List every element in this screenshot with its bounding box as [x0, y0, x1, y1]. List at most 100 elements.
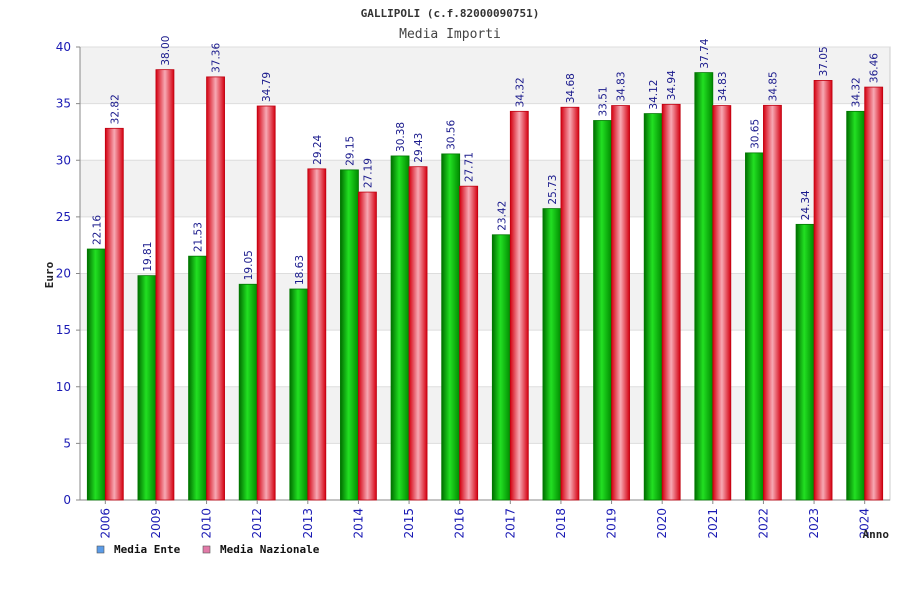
value-label-media-nazionale-2021: 34.83 — [717, 71, 729, 101]
value-label-media-ente-2021: 37.74 — [699, 38, 711, 68]
bar-media-nazionale-2018 — [560, 106, 580, 501]
value-label-media-ente-2018: 25.73 — [547, 175, 559, 205]
value-label-media-nazionale-2012: 34.79 — [261, 72, 273, 102]
legend-swatch-media-nazionale — [202, 545, 211, 554]
value-label-media-nazionale-2016: 27.71 — [464, 152, 476, 182]
value-label-media-nazionale-2009: 38.00 — [160, 36, 172, 66]
y-axis-title: Euro — [43, 261, 56, 288]
legend-swatch-media-ente — [96, 545, 105, 554]
value-label-media-ente-2015: 30.38 — [395, 122, 407, 152]
legend-label-media-ente: Media Ente — [114, 543, 181, 556]
y-tick-label: 15 — [56, 323, 71, 337]
value-label-media-nazionale-2019: 34.83 — [616, 71, 628, 101]
value-label-media-nazionale-2006: 32.82 — [109, 94, 121, 124]
bar-media-ente-2023 — [795, 223, 815, 501]
bar-media-ente-2019 — [593, 120, 612, 501]
x-tick-label-2023: 2023 — [807, 508, 821, 539]
x-tick-label-2006: 2006 — [98, 508, 112, 539]
bar-media-nazionale-2021 — [712, 105, 732, 501]
value-label-media-ente-2023: 24.34 — [800, 190, 812, 220]
value-label-media-ente-2020: 34.12 — [648, 80, 660, 110]
chart-title: GALLIPOLI (c.f.82000090751) — [361, 7, 540, 20]
bar-media-nazionale-2009 — [155, 69, 175, 501]
bar-media-nazionale-2016 — [459, 185, 479, 501]
chart-subtitle: Media Importi — [399, 27, 501, 42]
bar-media-nazionale-2017 — [509, 110, 529, 501]
bar-media-nazionale-2015 — [408, 166, 428, 501]
bar-media-ente-2006 — [86, 248, 106, 501]
y-tick-label: 40 — [56, 40, 71, 54]
x-tick-label-2012: 2012 — [250, 508, 264, 539]
y-tick-label: 25 — [56, 210, 71, 224]
bar-media-ente-2017 — [491, 234, 511, 501]
bar-media-ente-2015 — [390, 155, 410, 501]
x-tick-label-2010: 2010 — [200, 508, 214, 539]
x-tick-label-2009: 2009 — [149, 508, 163, 539]
legend: Media Ente Media Nazionale — [96, 543, 320, 556]
bar-media-nazionale-2023 — [813, 80, 833, 501]
value-label-media-nazionale-2013: 29.24 — [312, 134, 324, 164]
bar-media-ente-2022 — [745, 152, 764, 501]
y-tick-label: 20 — [56, 267, 71, 281]
bar-media-nazionale-2006 — [104, 127, 124, 501]
value-label-media-ente-2016: 30.56 — [446, 120, 458, 150]
value-label-media-nazionale-2022: 34.85 — [767, 71, 779, 101]
value-label-media-nazionale-2010: 37.36 — [211, 43, 223, 73]
y-tick-label: 0 — [63, 493, 71, 507]
y-tick-label: 10 — [56, 380, 71, 394]
value-label-media-ente-2009: 19.81 — [142, 242, 154, 272]
bar-media-nazionale-2012 — [256, 105, 276, 501]
bar-media-ente-2013 — [289, 288, 309, 501]
x-axis-title: Anno — [863, 528, 890, 541]
x-tick-label-2014: 2014 — [351, 508, 365, 539]
value-label-media-ente-2014: 29.15 — [344, 136, 356, 166]
bar-media-ente-2021 — [694, 72, 714, 501]
value-label-media-nazionale-2014: 27.19 — [362, 158, 374, 188]
bar-media-nazionale-2024 — [864, 86, 884, 501]
value-label-media-ente-2017: 23.42 — [496, 201, 508, 231]
bar-media-nazionale-2022 — [763, 104, 782, 501]
value-label-media-ente-2006: 22.16 — [91, 215, 103, 245]
y-axis-ticks: 0 5 10 15 20 25 30 35 40 — [56, 40, 71, 507]
y-tick-label: 35 — [56, 97, 71, 111]
x-tick-label-2022: 2022 — [756, 508, 770, 539]
bar-media-nazionale-2010 — [206, 76, 225, 501]
value-label-media-ente-2024: 34.32 — [851, 77, 863, 107]
bar-media-ente-2010 — [188, 255, 207, 501]
bar-media-nazionale-2020 — [661, 103, 681, 501]
value-label-media-ente-2012: 19.05 — [243, 250, 255, 280]
bar-media-ente-2018 — [542, 208, 562, 501]
bar-media-ente-2014 — [340, 169, 359, 501]
bar-media-nazionale-2019 — [611, 105, 630, 501]
legend-label-media-nazionale: Media Nazionale — [220, 543, 320, 556]
y-tick-label: 30 — [56, 153, 71, 167]
bar-media-nazionale-2013 — [307, 168, 327, 501]
x-tick-label-2016: 2016 — [453, 508, 467, 539]
bar-media-ente-2012 — [238, 283, 258, 501]
y-tick-label: 5 — [63, 436, 71, 450]
value-label-media-ente-2022: 30.65 — [749, 119, 761, 149]
value-label-media-ente-2010: 21.53 — [193, 222, 205, 252]
x-tick-label-2021: 2021 — [706, 508, 720, 539]
value-label-media-nazionale-2017: 34.32 — [514, 77, 526, 107]
bar-media-nazionale-2014 — [358, 191, 377, 501]
value-label-media-nazionale-2018: 34.68 — [565, 73, 577, 103]
value-label-media-nazionale-2020: 34.94 — [666, 70, 678, 100]
value-label-media-nazionale-2024: 36.46 — [869, 53, 881, 83]
bars — [86, 69, 884, 501]
x-tick-label-2019: 2019 — [605, 508, 619, 539]
bar-media-ente-2020 — [643, 113, 663, 501]
x-tick-label-2020: 2020 — [655, 508, 669, 539]
x-tick-label-2024: 2024 — [858, 508, 872, 539]
bar-media-ente-2016 — [441, 153, 461, 501]
x-tick-label-2015: 2015 — [402, 508, 416, 539]
value-label-media-ente-2019: 33.51 — [598, 86, 610, 116]
value-label-media-nazionale-2023: 37.05 — [818, 46, 830, 76]
x-tick-label-2017: 2017 — [503, 508, 517, 539]
value-label-media-ente-2013: 18.63 — [294, 255, 306, 285]
bar-media-ente-2009 — [137, 275, 157, 501]
x-tick-label-2018: 2018 — [554, 508, 568, 539]
value-label-media-nazionale-2015: 29.43 — [413, 133, 425, 163]
